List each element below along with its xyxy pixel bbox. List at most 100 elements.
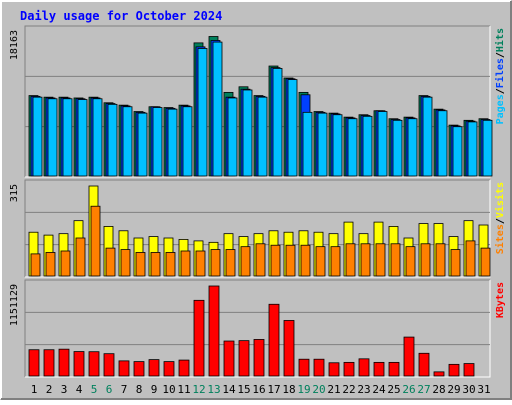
bar-sites-day-21 bbox=[330, 246, 341, 277]
bar-kbytes-day-9 bbox=[148, 359, 160, 377]
y-max-label: 315 bbox=[9, 184, 20, 202]
bar-pages-day-29 bbox=[452, 126, 463, 177]
x-tick-day-25: 25 bbox=[387, 383, 400, 396]
panel-visits-sites: 315 Sites/Visits bbox=[9, 179, 506, 278]
bar-pages-day-31 bbox=[482, 119, 493, 177]
bar-sites-day-15 bbox=[240, 246, 251, 277]
bar-kbytes-day-3 bbox=[58, 348, 70, 377]
x-tick-day-13: 13 bbox=[207, 383, 220, 396]
x-tick-day-5: 5 bbox=[91, 383, 98, 396]
x-tick-day-11: 11 bbox=[177, 383, 190, 396]
bar-kbytes-day-20 bbox=[313, 358, 325, 377]
bar-pages-day-10 bbox=[167, 108, 178, 177]
bar-sites-day-6 bbox=[105, 247, 116, 277]
bar-sites-day-23 bbox=[360, 243, 371, 277]
x-tick-day-28: 28 bbox=[432, 383, 445, 396]
bar-pages-day-20 bbox=[317, 112, 328, 177]
bar-pages-day-28 bbox=[437, 110, 448, 177]
x-tick-day-1: 1 bbox=[31, 383, 38, 396]
bar-kbytes-day-14 bbox=[223, 340, 235, 377]
x-tick-day-23: 23 bbox=[357, 383, 370, 396]
chart-panels: 18163Pages/Files/Hits315Sites/Visits1151… bbox=[9, 25, 506, 378]
side-legend: Sites/Visits bbox=[494, 182, 506, 254]
y-max-label: 1151129 bbox=[9, 284, 20, 326]
x-tick-day-10: 10 bbox=[162, 383, 175, 396]
bar-kbytes-day-18 bbox=[283, 320, 295, 377]
x-tick-day-20: 20 bbox=[312, 383, 325, 396]
x-tick-day-8: 8 bbox=[136, 383, 143, 396]
bar-sites-day-12 bbox=[195, 250, 206, 277]
bar-pages-day-23 bbox=[362, 115, 373, 177]
bar-kbytes-day-15 bbox=[238, 340, 250, 377]
bar-sites-day-25 bbox=[390, 243, 401, 277]
x-tick-day-17: 17 bbox=[267, 383, 280, 396]
y-max-label: 18163 bbox=[9, 30, 20, 60]
bar-pages-day-5 bbox=[92, 98, 103, 177]
side-legend: Pages/Files/Hits bbox=[494, 28, 506, 124]
side-legend-hits: Hits bbox=[494, 28, 506, 52]
bar-sites-day-13 bbox=[210, 249, 221, 277]
x-tick-day-2: 2 bbox=[46, 383, 53, 396]
bar-pages-day-16 bbox=[257, 96, 268, 177]
bar-sites-day-17 bbox=[270, 244, 281, 277]
bar-sites-day-16 bbox=[255, 243, 266, 277]
bar-pages-day-14 bbox=[227, 97, 238, 177]
bar-pages-day-15 bbox=[242, 89, 253, 177]
bar-kbytes-day-26 bbox=[403, 336, 415, 377]
x-tick-day-16: 16 bbox=[252, 383, 265, 396]
x-tick-day-12: 12 bbox=[192, 383, 205, 396]
bar-kbytes-day-23 bbox=[358, 358, 370, 377]
bar-kbytes-day-2 bbox=[43, 349, 55, 377]
side-legend: KBytes bbox=[495, 282, 506, 318]
bar-pages-day-3 bbox=[62, 98, 73, 177]
bar-sites-day-14 bbox=[225, 249, 236, 277]
bar-kbytes-day-1 bbox=[28, 349, 40, 377]
bar-pages-day-26 bbox=[407, 118, 418, 177]
bar-sites-day-3 bbox=[60, 250, 71, 277]
x-tick-day-27: 27 bbox=[417, 383, 430, 396]
bar-sites-day-24 bbox=[375, 243, 386, 277]
side-legend-separator: / bbox=[495, 52, 506, 58]
bar-pages-day-27 bbox=[422, 96, 433, 177]
bar-pages-day-21 bbox=[332, 114, 343, 177]
x-tick-day-15: 15 bbox=[237, 383, 250, 396]
x-tick-day-24: 24 bbox=[372, 383, 386, 396]
x-tick-day-9: 9 bbox=[151, 383, 158, 396]
bar-kbytes-day-30 bbox=[463, 363, 475, 377]
bar-kbytes-day-10 bbox=[163, 361, 175, 377]
side-legend-sites: Sites bbox=[494, 224, 506, 254]
bar-pages-day-24 bbox=[377, 111, 388, 177]
x-tick-day-19: 19 bbox=[297, 383, 310, 396]
bar-pages-day-25 bbox=[392, 119, 403, 177]
bar-kbytes-day-17 bbox=[268, 303, 280, 377]
bar-kbytes-day-12 bbox=[193, 299, 205, 377]
bar-sites-day-9 bbox=[150, 252, 161, 277]
bar-kbytes-day-8 bbox=[133, 361, 145, 377]
bar-kbytes-day-13 bbox=[208, 285, 220, 377]
x-tick-day-14: 14 bbox=[222, 383, 236, 396]
side-legend-pages: Pages bbox=[495, 94, 506, 124]
side-legend-kbytes: KBytes bbox=[495, 282, 506, 318]
bar-sites-day-4 bbox=[75, 237, 86, 277]
bar-pages-day-11 bbox=[182, 106, 193, 177]
bar-pages-day-19 bbox=[302, 111, 313, 177]
bar-pages-day-12 bbox=[197, 48, 208, 177]
bar-pages-day-4 bbox=[77, 99, 88, 177]
bar-sites-day-7 bbox=[120, 249, 131, 277]
x-tick-day-18: 18 bbox=[282, 383, 295, 396]
bar-pages-day-9 bbox=[152, 107, 163, 177]
bar-kbytes-day-4 bbox=[73, 351, 85, 377]
bar-sites-day-5 bbox=[90, 205, 101, 277]
x-tick-day-29: 29 bbox=[447, 383, 460, 396]
panel-kbytes: 1151129 KBytes bbox=[9, 279, 506, 378]
bar-pages-day-13 bbox=[212, 41, 223, 177]
bar-pages-day-30 bbox=[467, 121, 478, 177]
bar-pages-day-17 bbox=[272, 68, 283, 177]
x-tick-day-22: 22 bbox=[342, 383, 355, 396]
bar-sites-day-26 bbox=[405, 246, 416, 277]
bar-sites-day-10 bbox=[165, 252, 176, 277]
